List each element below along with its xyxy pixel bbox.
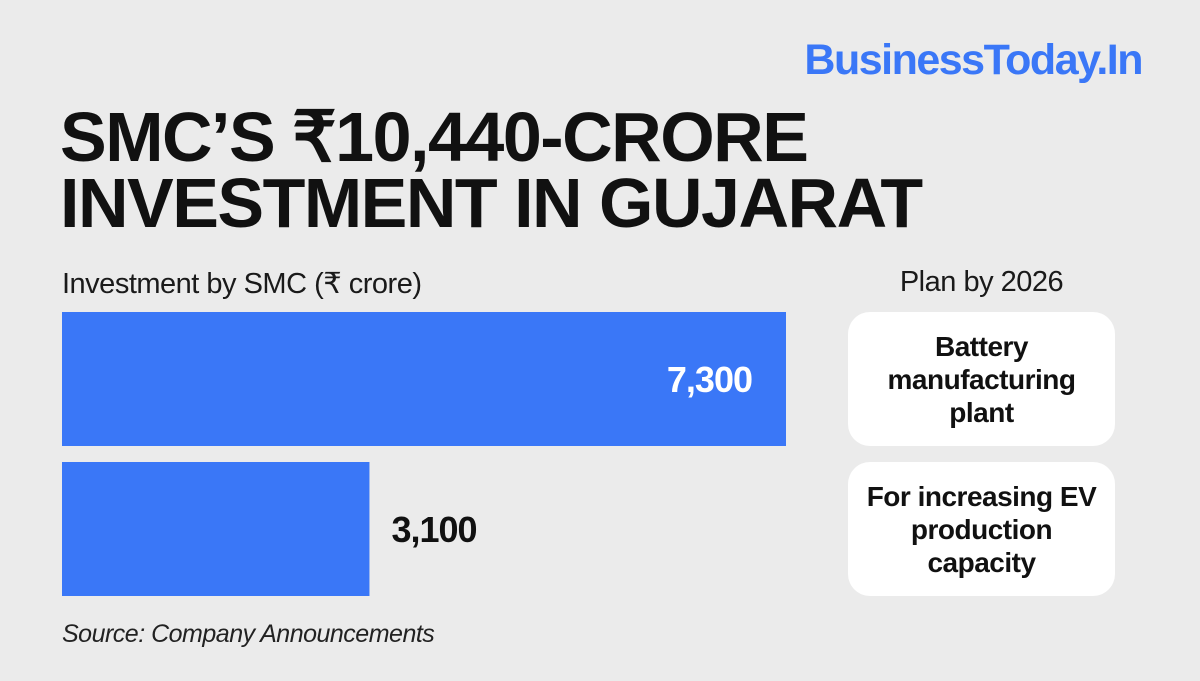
plan-label: Plan by 2026	[899, 266, 1064, 298]
plan-card-label: For increasing EV production capacity	[866, 480, 1097, 578]
chart-label: Investment by SMC (₹ crore)	[62, 268, 422, 300]
headline-line-2: investment in Gujarat	[60, 164, 923, 242]
bar-2	[62, 462, 370, 596]
bar-1	[62, 312, 786, 446]
plan-card-label: Battery manufacturing plant	[887, 330, 1076, 428]
plan-card-ev-capacity: For increasing EV production capacity	[848, 462, 1115, 596]
headline-line-1: SMC’s ₹10,440-crore	[60, 98, 809, 176]
plan-card-battery: Battery manufacturing plant	[848, 312, 1115, 446]
source-note: Source: Company Announcements	[62, 620, 435, 648]
brand-logo: BusinessToday.In	[804, 36, 1143, 84]
bar-value-label-2: 3,100	[391, 509, 476, 550]
bar-value-label-1: 7,300	[667, 359, 752, 400]
headline: SMC’s ₹10,440-crore investment in Gujara…	[60, 98, 1060, 242]
